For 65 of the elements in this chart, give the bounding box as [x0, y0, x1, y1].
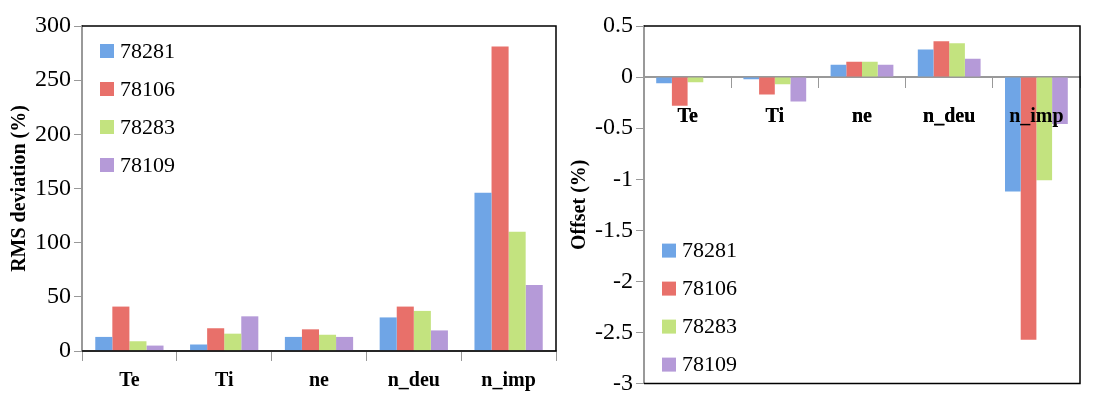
- bar: [790, 77, 807, 102]
- bar: [933, 41, 950, 77]
- bar: [284, 336, 302, 351]
- bar: [95, 336, 113, 351]
- x-tick-label: Te: [119, 368, 140, 391]
- x-tick-label: n_deu: [387, 368, 440, 391]
- bar: [319, 334, 337, 351]
- y-tick-label: 250: [35, 65, 71, 92]
- y-axis-title: RMS deviation (%): [7, 105, 31, 272]
- bar: [112, 306, 130, 351]
- bar: [846, 61, 862, 77]
- bar: [224, 333, 242, 351]
- bar: [430, 330, 448, 351]
- bar: [474, 192, 492, 351]
- legend-label: 78281: [120, 37, 175, 63]
- bar: [671, 77, 688, 106]
- y-tick-label: -1: [612, 164, 633, 191]
- y-tick-label: 50: [47, 282, 71, 309]
- y-axis-title: Offset (%): [567, 159, 591, 251]
- legend-label: 78281: [681, 237, 737, 263]
- legend-label: 78106: [120, 75, 175, 101]
- bar: [396, 306, 414, 351]
- bar: [964, 58, 981, 77]
- bar: [241, 316, 259, 351]
- bar: [862, 61, 878, 77]
- legend-label: 78283: [681, 313, 737, 339]
- x-tick-label: n_imp: [1009, 104, 1064, 128]
- bar: [917, 49, 934, 77]
- bar: [207, 328, 225, 351]
- bar: [336, 336, 354, 351]
- y-tick-label: -2: [612, 266, 633, 293]
- bar: [877, 64, 894, 77]
- bar: [759, 77, 775, 95]
- y-tick-label: -2.5: [594, 317, 633, 344]
- bar: [830, 64, 847, 77]
- y-tick-label: -1.5: [594, 215, 633, 242]
- x-tick-label: Te: [677, 104, 698, 127]
- y-tick-label: 200: [35, 119, 71, 146]
- bar: [491, 46, 509, 351]
- bar: [129, 341, 147, 351]
- legend-label: 78109: [681, 351, 737, 377]
- bar: [508, 231, 526, 351]
- y-tick-label: 300: [35, 11, 71, 38]
- bar: [525, 284, 543, 351]
- x-tick-label: Ti: [214, 368, 234, 391]
- bar: [413, 310, 431, 351]
- y-tick-label: 0: [59, 336, 71, 363]
- legend-label: 78109: [120, 151, 175, 177]
- bar: [949, 43, 965, 77]
- y-tick-label: 150: [35, 173, 71, 200]
- x-tick-label: ne: [309, 368, 330, 391]
- legend-label: 78106: [681, 275, 737, 301]
- y-tick-label: 100: [35, 227, 71, 254]
- y-tick-label: 0.5: [602, 11, 633, 38]
- x-tick-label: n_deu: [923, 104, 976, 127]
- y-tick-label: -3: [612, 368, 633, 395]
- legend-label: 78283: [120, 113, 175, 139]
- x-tick-label: ne: [852, 104, 873, 127]
- x-tick-label: n_imp: [481, 368, 536, 392]
- y-tick-label: 0: [620, 62, 633, 89]
- bar: [656, 77, 672, 84]
- x-tick-label: Ti: [765, 104, 785, 127]
- y-tick-label: -0.5: [594, 113, 633, 140]
- bar: [379, 317, 397, 351]
- bar: [301, 329, 319, 351]
